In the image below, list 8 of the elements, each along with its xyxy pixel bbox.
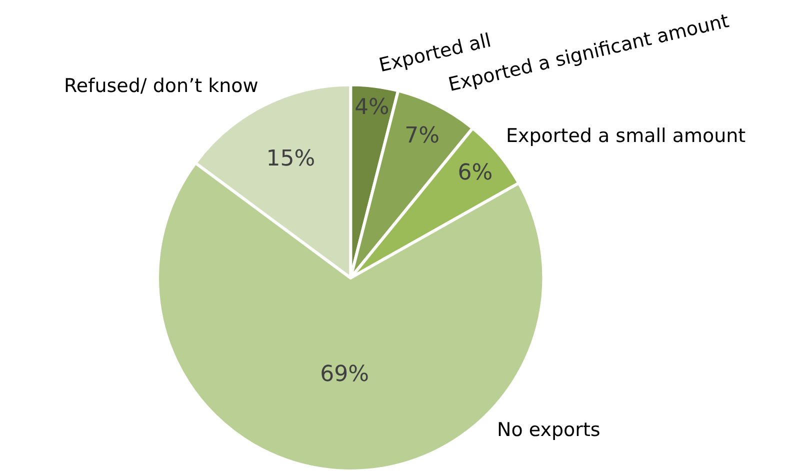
slice-label: Exported a small amount [506,125,746,147]
data-label: 69% [320,362,370,387]
slice-label: No exports [497,419,600,441]
slice-label: Refused/ don’t know [64,75,258,97]
data-label: 6% [458,160,493,186]
data-label: 15% [266,146,316,172]
data-label: 4% [354,94,390,120]
data-label: 7% [404,124,440,149]
